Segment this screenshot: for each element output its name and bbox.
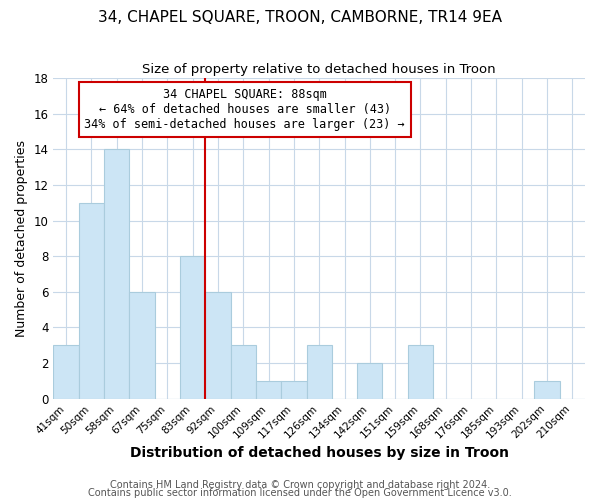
- Bar: [130, 292, 155, 399]
- Bar: [535, 381, 560, 398]
- Bar: [180, 256, 205, 398]
- Bar: [104, 150, 130, 398]
- Bar: [307, 346, 332, 399]
- Bar: [205, 292, 230, 399]
- Text: 34 CHAPEL SQUARE: 88sqm
← 64% of detached houses are smaller (43)
34% of semi-de: 34 CHAPEL SQUARE: 88sqm ← 64% of detache…: [85, 88, 405, 130]
- Bar: [357, 363, 382, 398]
- Text: Contains public sector information licensed under the Open Government Licence v3: Contains public sector information licen…: [88, 488, 512, 498]
- Bar: [79, 203, 104, 398]
- Bar: [256, 381, 281, 398]
- Title: Size of property relative to detached houses in Troon: Size of property relative to detached ho…: [142, 62, 496, 76]
- Text: 34, CHAPEL SQUARE, TROON, CAMBORNE, TR14 9EA: 34, CHAPEL SQUARE, TROON, CAMBORNE, TR14…: [98, 10, 502, 25]
- X-axis label: Distribution of detached houses by size in Troon: Distribution of detached houses by size …: [130, 446, 509, 460]
- Text: Contains HM Land Registry data © Crown copyright and database right 2024.: Contains HM Land Registry data © Crown c…: [110, 480, 490, 490]
- Bar: [230, 346, 256, 399]
- Bar: [408, 346, 433, 399]
- Y-axis label: Number of detached properties: Number of detached properties: [15, 140, 28, 337]
- Bar: [281, 381, 307, 398]
- Bar: [53, 346, 79, 399]
